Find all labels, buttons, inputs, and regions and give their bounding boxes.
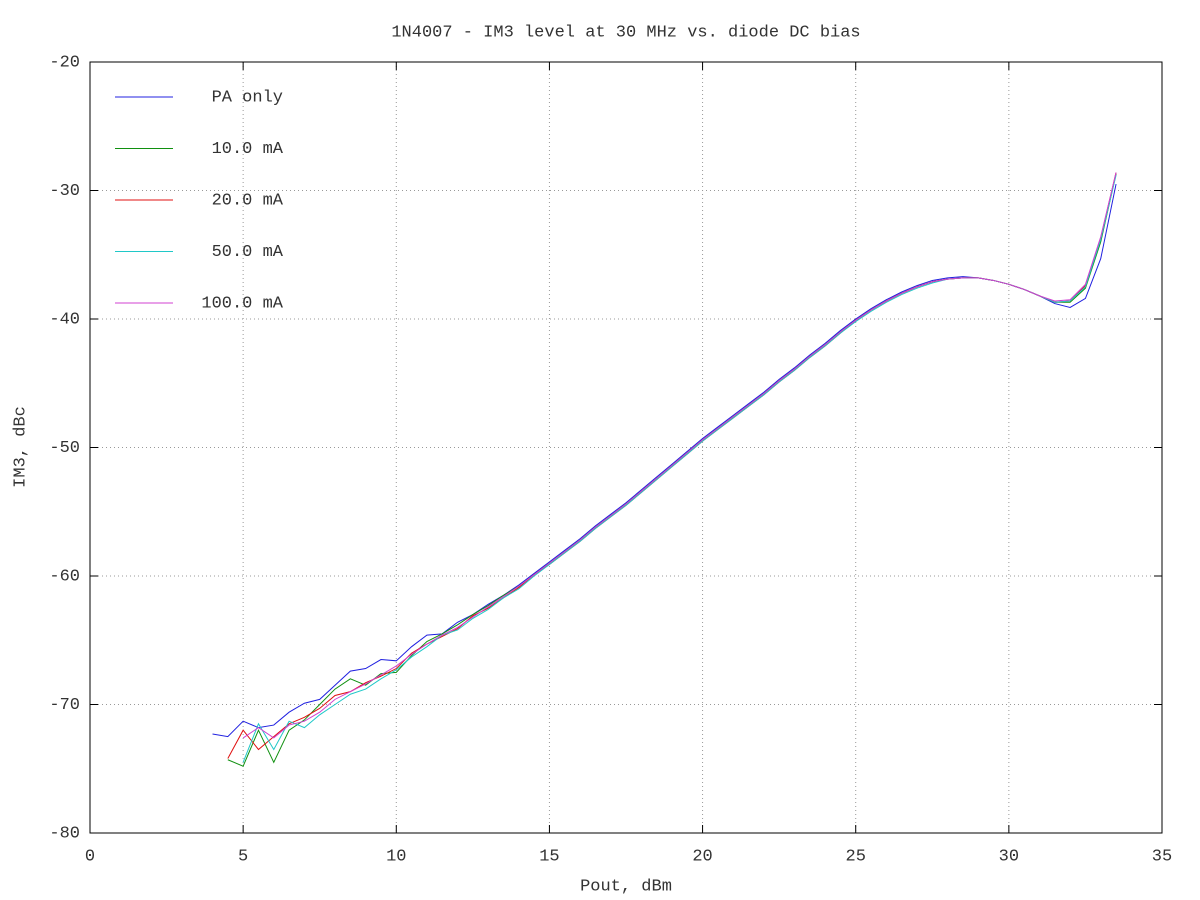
series-line xyxy=(242,174,1117,763)
y-tick-label: -50 xyxy=(49,439,80,458)
y-axis-label: IM3, dBc xyxy=(11,406,30,488)
series-line xyxy=(212,183,1117,738)
x-tick-label: 15 xyxy=(539,847,559,866)
chart-title: 1N4007 - IM3 level at 30 MHz vs. diode D… xyxy=(391,23,860,42)
y-tick-label: -80 xyxy=(49,824,80,843)
x-tick-label: 5 xyxy=(238,847,248,866)
x-axis-label: Pout, dBm xyxy=(580,877,672,896)
series-line xyxy=(242,172,1117,739)
x-tick-label: 10 xyxy=(386,847,406,866)
y-tick-label: -40 xyxy=(49,310,80,329)
legend-label: 20.0 mA xyxy=(212,191,284,210)
legend-label: 10.0 mA xyxy=(212,140,284,159)
y-tick-label: -70 xyxy=(49,696,80,715)
x-tick-label: 30 xyxy=(999,847,1019,866)
plot-frame xyxy=(89,61,1163,834)
y-tick-label: -20 xyxy=(49,53,80,72)
x-tick-label: 0 xyxy=(85,847,95,866)
x-tick-label: 25 xyxy=(846,847,866,866)
legend-label: PA only xyxy=(212,88,283,107)
legend-label: 100.0 mA xyxy=(201,294,283,313)
y-tick-label: -30 xyxy=(49,182,80,201)
legend-label: 50.0 mA xyxy=(212,243,284,262)
x-tick-label: 20 xyxy=(692,847,712,866)
series-line xyxy=(227,173,1117,767)
x-tick-label: 35 xyxy=(1152,847,1172,866)
y-tick-label: -60 xyxy=(49,567,80,586)
